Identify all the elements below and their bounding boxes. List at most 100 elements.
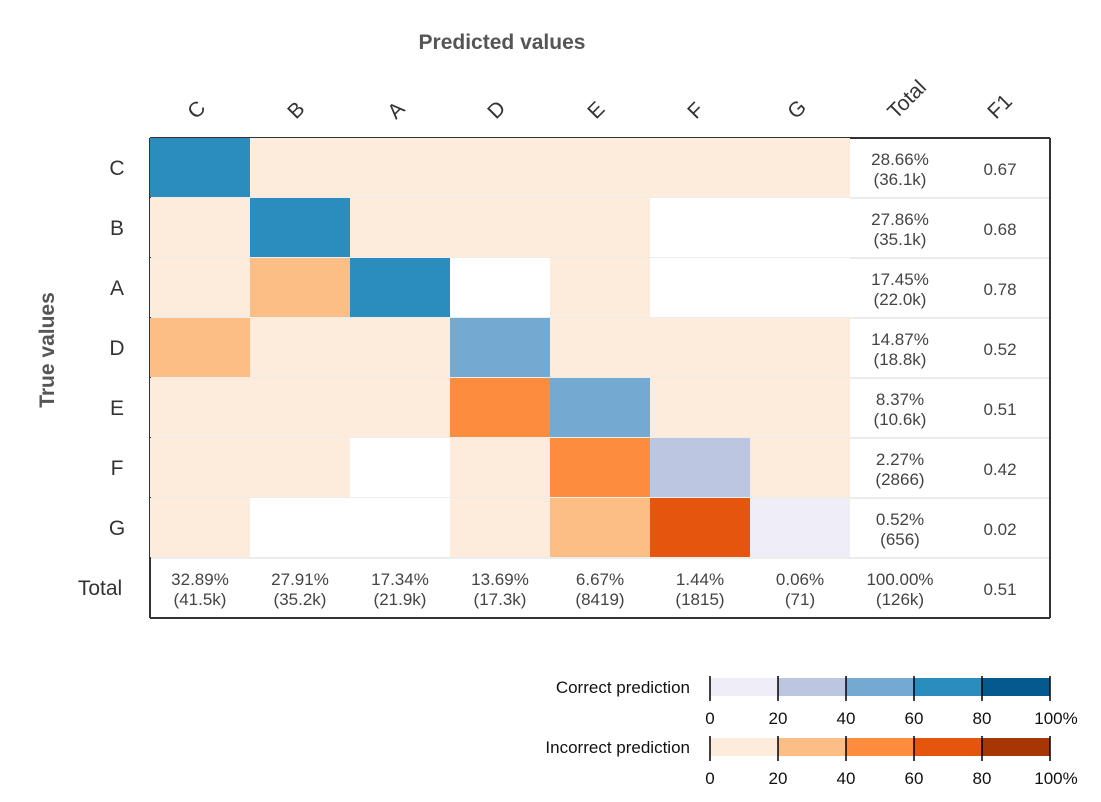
matrix-cell-A-F [650, 258, 750, 317]
column-total-percent: 27.91% [271, 570, 329, 589]
legend-swatch [982, 678, 1050, 696]
matrix-cell-F-F [650, 438, 750, 497]
row-total-percent: 17.45% [871, 270, 929, 289]
legend-swatch [710, 738, 778, 756]
column-label: E [583, 97, 609, 123]
matrix-cell-C-G [750, 138, 850, 197]
grand-total-percent: 100.00% [866, 570, 933, 589]
legend-tick-label: 100% [1034, 769, 1077, 788]
matrix-cell-C-E [550, 138, 650, 197]
matrix-cell-A-B [250, 258, 350, 317]
column-total-percent: 6.67% [576, 570, 624, 589]
column-total-percent: 0.06% [776, 570, 824, 589]
matrix-cell-G-A [350, 498, 450, 557]
matrix-cell-F-D [450, 438, 550, 497]
matrix-cell-C-D [450, 138, 550, 197]
legend-tick-label: 80 [973, 769, 992, 788]
row-f1-score: 0.67 [983, 160, 1016, 179]
row-total-percent: 28.66% [871, 150, 929, 169]
row-label: B [110, 217, 124, 240]
column-total-percent: 32.89% [171, 570, 229, 589]
matrix-cell-C-A [350, 138, 450, 197]
row-total-percent: 2.27% [876, 450, 924, 469]
column-total-count: (17.3k) [474, 590, 527, 609]
row-total-count: (35.1k) [874, 230, 927, 249]
matrix-cell-G-G [750, 498, 850, 557]
legend-swatch [914, 738, 982, 756]
matrix-cell-E-A [350, 378, 450, 437]
row-f1-score: 0.78 [983, 280, 1016, 299]
row-f1-score: 0.51 [983, 400, 1016, 419]
matrix-cell-A-A [350, 258, 450, 317]
row-total-count: (18.8k) [874, 350, 927, 369]
x-axis-title: Predicted values [419, 31, 586, 54]
matrix-cell-E-F [650, 378, 750, 437]
row-total-count: (10.6k) [874, 410, 927, 429]
legend-tick-label: 0 [705, 769, 714, 788]
matrix-cell-F-B [250, 438, 350, 497]
column-total-count: (71) [785, 590, 815, 609]
column-total-count: (1815) [675, 590, 724, 609]
column-label: C [183, 97, 210, 124]
matrix-cell-C-B [250, 138, 350, 197]
column-total-percent: 17.34% [371, 570, 429, 589]
matrix-cell-D-A [350, 318, 450, 377]
total-row-label: Total [78, 577, 122, 600]
row-total-count: (656) [880, 530, 920, 549]
matrix-cell-G-B [250, 498, 350, 557]
matrix-cell-F-A [350, 438, 450, 497]
matrix-cell-D-F [650, 318, 750, 377]
matrix-cell-B-F [650, 198, 750, 257]
matrix-cell-F-G [750, 438, 850, 497]
row-label: G [109, 517, 125, 540]
matrix-cell-C-F [650, 138, 750, 197]
row-label: D [109, 337, 124, 360]
overall-f1-score: 0.51 [983, 580, 1016, 599]
matrix-cell-B-B [250, 198, 350, 257]
matrix-cell-D-E [550, 318, 650, 377]
matrix-cell-D-G [750, 318, 850, 377]
row-label: C [109, 157, 124, 180]
legend-swatch [778, 678, 846, 696]
row-f1-score: 0.42 [983, 460, 1016, 479]
column-total-percent: 1.44% [676, 570, 724, 589]
row-total-percent: 8.37% [876, 390, 924, 409]
matrix-cell-G-D [450, 498, 550, 557]
column-label: G [783, 96, 811, 124]
row-total-count: (36.1k) [874, 170, 927, 189]
legend-label: Incorrect prediction [545, 738, 690, 757]
column-total-count: (8419) [575, 590, 624, 609]
matrix-cell-A-D [450, 258, 550, 317]
legend-tick-label: 80 [973, 709, 992, 728]
column-total-count: (21.9k) [374, 590, 427, 609]
column-label: F [683, 98, 708, 123]
matrix-cell-E-C [150, 378, 250, 437]
legend-swatch [710, 678, 778, 696]
column-total-percent: 13.69% [471, 570, 529, 589]
y-axis-title: True values [36, 292, 59, 408]
grand-total-count: (126k) [876, 590, 924, 609]
matrix-cell-E-B [250, 378, 350, 437]
row-f1-score: 0.52 [983, 340, 1016, 359]
row-total-count: (22.0k) [874, 290, 927, 309]
row-f1-score: 0.68 [983, 220, 1016, 239]
legend-tick-label: 60 [905, 709, 924, 728]
column-total-count: (41.5k) [174, 590, 227, 609]
matrix-cell-D-C [150, 318, 250, 377]
row-total-percent: 27.86% [871, 210, 929, 229]
matrix-cell-G-E [550, 498, 650, 557]
column-label: D [483, 97, 510, 124]
matrix-cell-G-C [150, 498, 250, 557]
legend-label: Correct prediction [556, 678, 690, 697]
row-f1-score: 0.02 [983, 520, 1016, 539]
matrix-cell-G-F [650, 498, 750, 557]
matrix-cell-D-D [450, 318, 550, 377]
column-label: B [283, 97, 309, 123]
matrix-cell-C-C [150, 138, 250, 197]
row-total-percent: 0.52% [876, 510, 924, 529]
column-label: A [383, 97, 409, 123]
matrix-cell-D-B [250, 318, 350, 377]
matrix-cell-E-E [550, 378, 650, 437]
matrix-cell-E-G [750, 378, 850, 437]
matrix-cell-B-D [450, 198, 550, 257]
